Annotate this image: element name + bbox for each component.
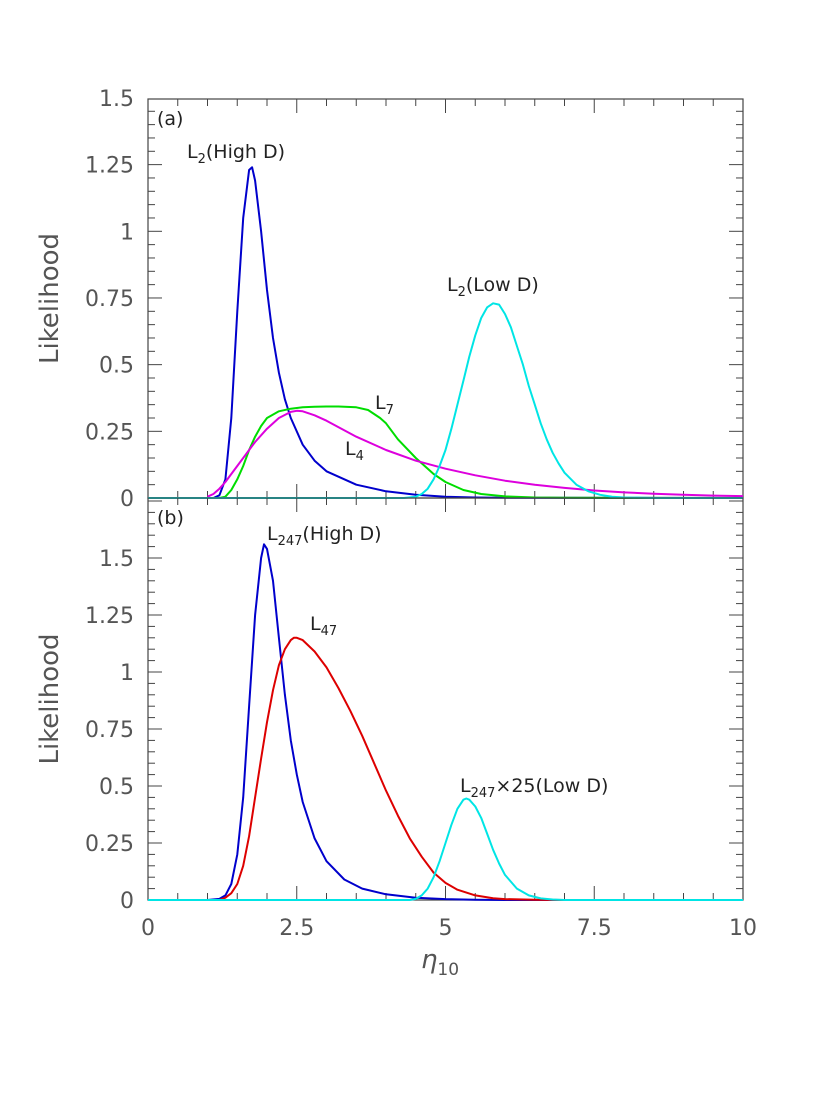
x-tick-label: 5 (439, 916, 453, 941)
y-tick-label: 0.25 (85, 832, 134, 857)
series-line-L47 (219, 636, 743, 901)
y-tick-label: 1 (120, 661, 134, 686)
y-tick-label: 0 (120, 889, 134, 914)
x-tick-label: 2.5 (279, 916, 314, 941)
panel-label: (a) (157, 108, 183, 130)
series-label: L247×25(Low D) (460, 775, 608, 801)
panel-a: 0 0.25 0.5 0.75 1 1.25 1.5 Likelihood (a)L2(High… (35, 87, 744, 512)
series-line-L4 (207, 409, 744, 498)
y-tick-label: 0.25 (85, 420, 134, 445)
y-tick-label: 0.75 (85, 287, 134, 312)
panel-label: (b) (157, 507, 184, 529)
series-line-L2-0 (207, 166, 744, 499)
series-label: L7 (375, 392, 394, 418)
x-tick-label: 0 (141, 916, 155, 941)
series-label: L4 (345, 438, 364, 464)
panel-b: 0 0.25 0.5 0.75 1 1.25 1.5 0 2.5 5 7.5 10 Likelihood… (35, 497, 757, 941)
y-tick-label: 1.25 (85, 604, 134, 629)
y-tick-label: 1.5 (99, 547, 134, 572)
y-tick-label: 0.75 (85, 718, 134, 743)
y-tick-label: 1.5 (99, 87, 134, 112)
y-axis-title: Likelihood (35, 233, 65, 364)
series-line-L2-3 (148, 302, 743, 499)
series-label: L47 (310, 613, 337, 639)
y-tick-label: 0.5 (99, 354, 134, 379)
y-tick-label: 1 (120, 220, 134, 245)
series-line-L247-0 (207, 543, 743, 901)
series-label: L2(Low D) (447, 274, 539, 300)
series-line-L7 (219, 405, 744, 499)
y-tick-label: 0.5 (99, 775, 134, 800)
x-tick-label: 7.5 (577, 916, 612, 941)
x-axis-title: η10 (421, 945, 459, 980)
y-tick-label: 1.25 (85, 154, 134, 179)
x-tick-label: 10 (729, 916, 757, 941)
series-line-L247-2 (148, 797, 743, 901)
plot-frame (147, 497, 744, 901)
y-tick-label: 0 (120, 487, 134, 512)
series-label: L2(High D) (187, 141, 285, 167)
y-axis-title: Likelihood (35, 633, 65, 764)
series-label: L247(High D) (267, 523, 382, 549)
